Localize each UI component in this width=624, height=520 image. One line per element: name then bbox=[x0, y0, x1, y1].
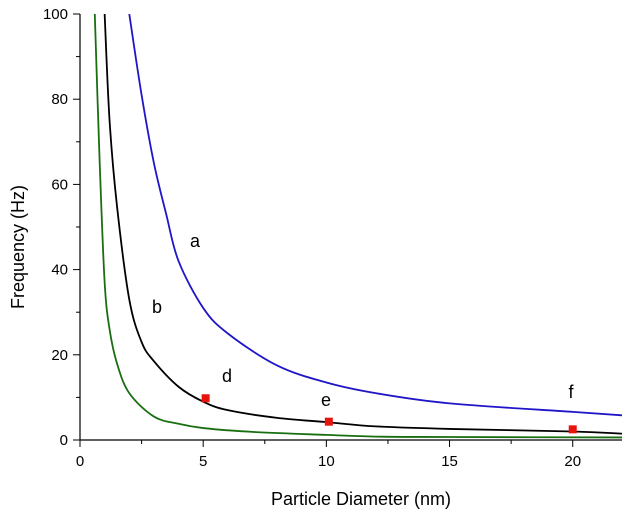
x-tick-label: 20 bbox=[564, 453, 581, 470]
axes-layer bbox=[79, 14, 622, 441]
curve-label-f: f bbox=[568, 382, 574, 402]
y-tick-label: 80 bbox=[51, 91, 68, 108]
curve-labels: a b d e f bbox=[152, 231, 575, 410]
data-point-e bbox=[324, 417, 333, 426]
x-tick-label: 15 bbox=[441, 453, 458, 470]
curves-layer bbox=[93, 14, 622, 439]
y-tick-label: 100 bbox=[43, 6, 68, 23]
markers-layer bbox=[201, 394, 577, 434]
x-ticks: 0 5 10 15 20 bbox=[76, 440, 581, 470]
x-axis-label: Particle Diameter (nm) bbox=[271, 489, 451, 509]
y-tick-label: 0 bbox=[60, 432, 68, 449]
curve-label-b: b bbox=[152, 297, 162, 317]
y-axis-label: Frequency (Hz) bbox=[8, 185, 28, 309]
y-tick-label: 40 bbox=[51, 262, 68, 279]
data-point-f bbox=[568, 425, 577, 434]
curve-label-e: e bbox=[321, 390, 331, 410]
y-ticks: 0 20 40 60 80 100 bbox=[43, 6, 80, 449]
series-line-b bbox=[103, 14, 622, 435]
curve-label-a: a bbox=[190, 231, 201, 251]
series-line-unlabeled bbox=[93, 14, 622, 439]
data-point-d bbox=[201, 394, 210, 403]
x-tick-label: 0 bbox=[76, 453, 84, 470]
y-tick-label: 60 bbox=[51, 176, 68, 193]
y-tick-label: 20 bbox=[51, 347, 68, 364]
x-tick-label: 5 bbox=[199, 453, 207, 470]
curve-label-d: d bbox=[222, 366, 232, 386]
x-tick-label: 10 bbox=[318, 453, 335, 470]
series-line-a bbox=[128, 14, 622, 417]
